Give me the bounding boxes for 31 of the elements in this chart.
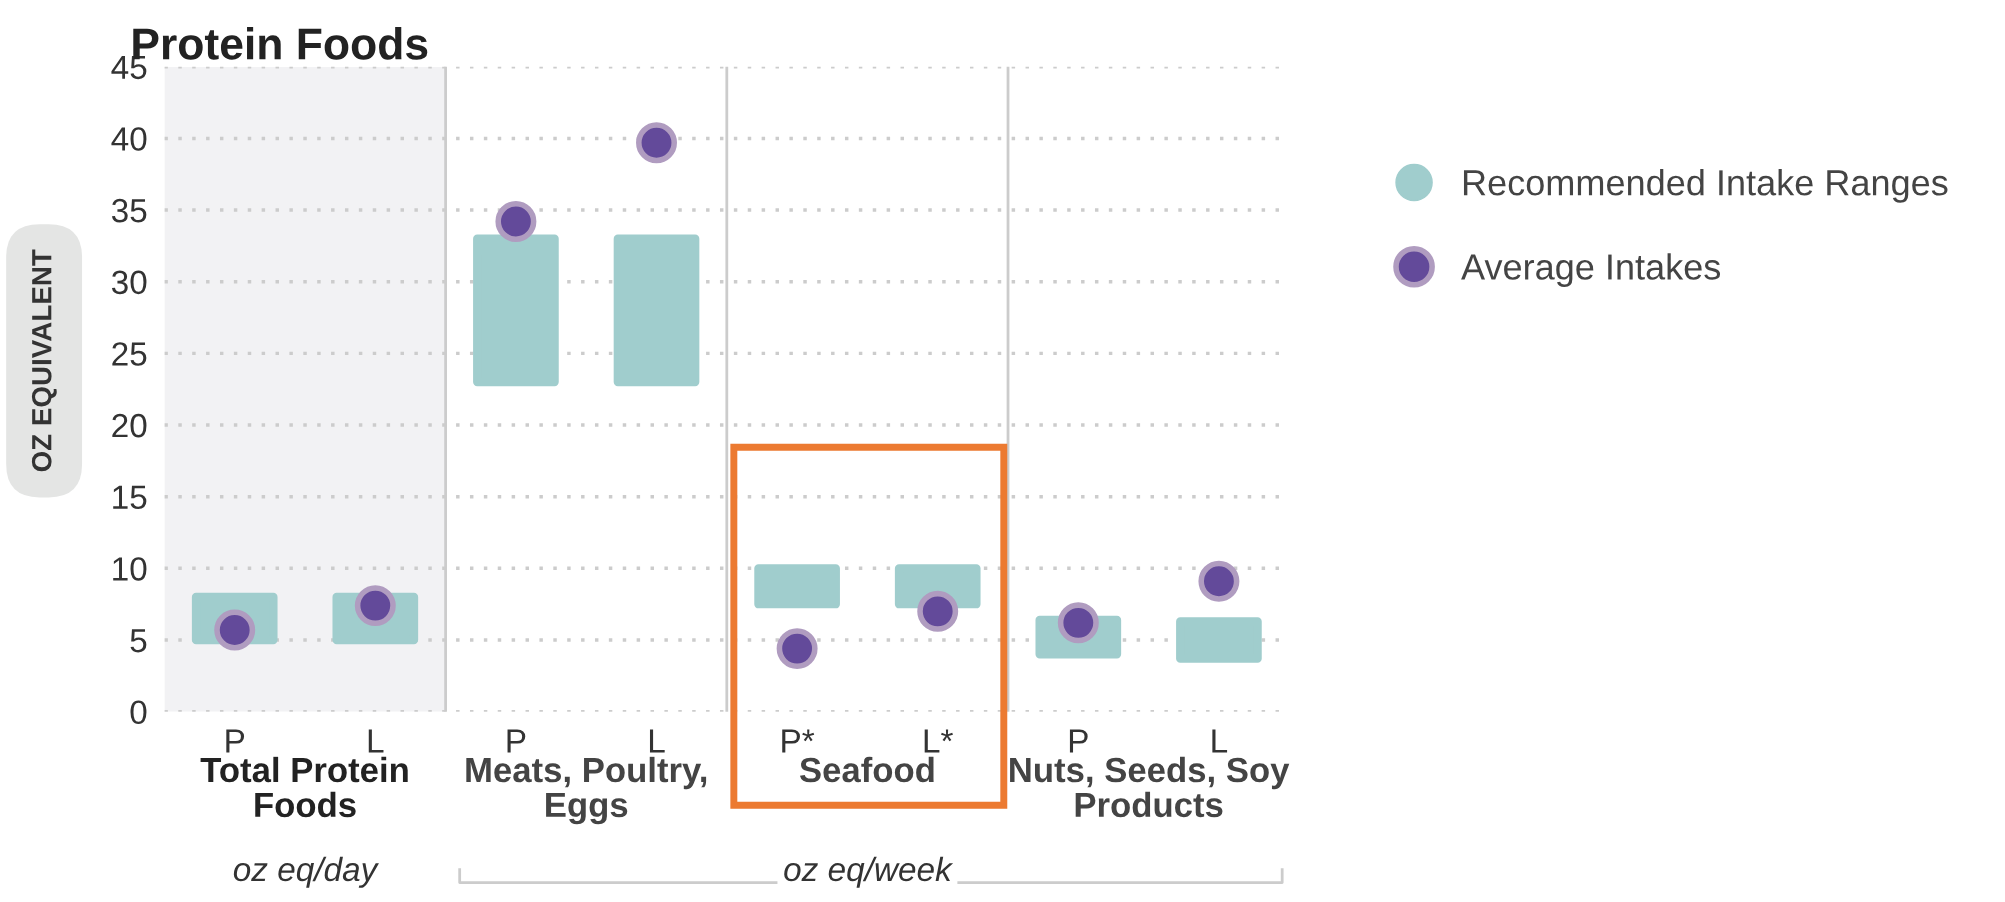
x-tick-label: P [1069,729,1088,753]
x-tick-label: L [649,729,665,753]
text: Meats, Poultry, Eggs [466,756,707,825]
y-tick-label: 30 [111,270,147,295]
y-tick-label: 10 [113,557,147,581]
y-axis-title: OZ EQUIVALENT [31,249,57,472]
legend-label: Average Intakes [1461,253,1721,287]
y-tick-label: 25 [112,342,147,366]
y-tick-label: 15 [113,485,147,510]
text: oz eq/day [233,856,379,888]
x-tick-label: P [507,729,526,753]
text: Nuts, Seeds, Soy Products [1010,756,1290,818]
y-tick-label: 0 [130,700,147,725]
y-tick-label: 35 [111,198,147,223]
text: oz eq/week [784,856,954,888]
text: Total Protein Foods [200,756,408,818]
x-tick-label: P [226,729,245,753]
legend-label: Recommended Intake Ranges [1463,169,1948,203]
point [776,628,818,670]
y-tick-label: 40 [111,127,147,151]
x-tick-label: L [368,729,384,753]
y-tick-label: 5 [130,629,147,653]
point [917,590,959,632]
text: Seafood [799,756,934,783]
point [1198,560,1240,602]
x-tick-label: P* [782,729,815,753]
y-tick-label: 20 [112,413,147,438]
point [495,201,537,243]
x-tick-label: L* [924,729,953,753]
x-tick-label: L [1212,729,1228,753]
point [636,122,677,164]
